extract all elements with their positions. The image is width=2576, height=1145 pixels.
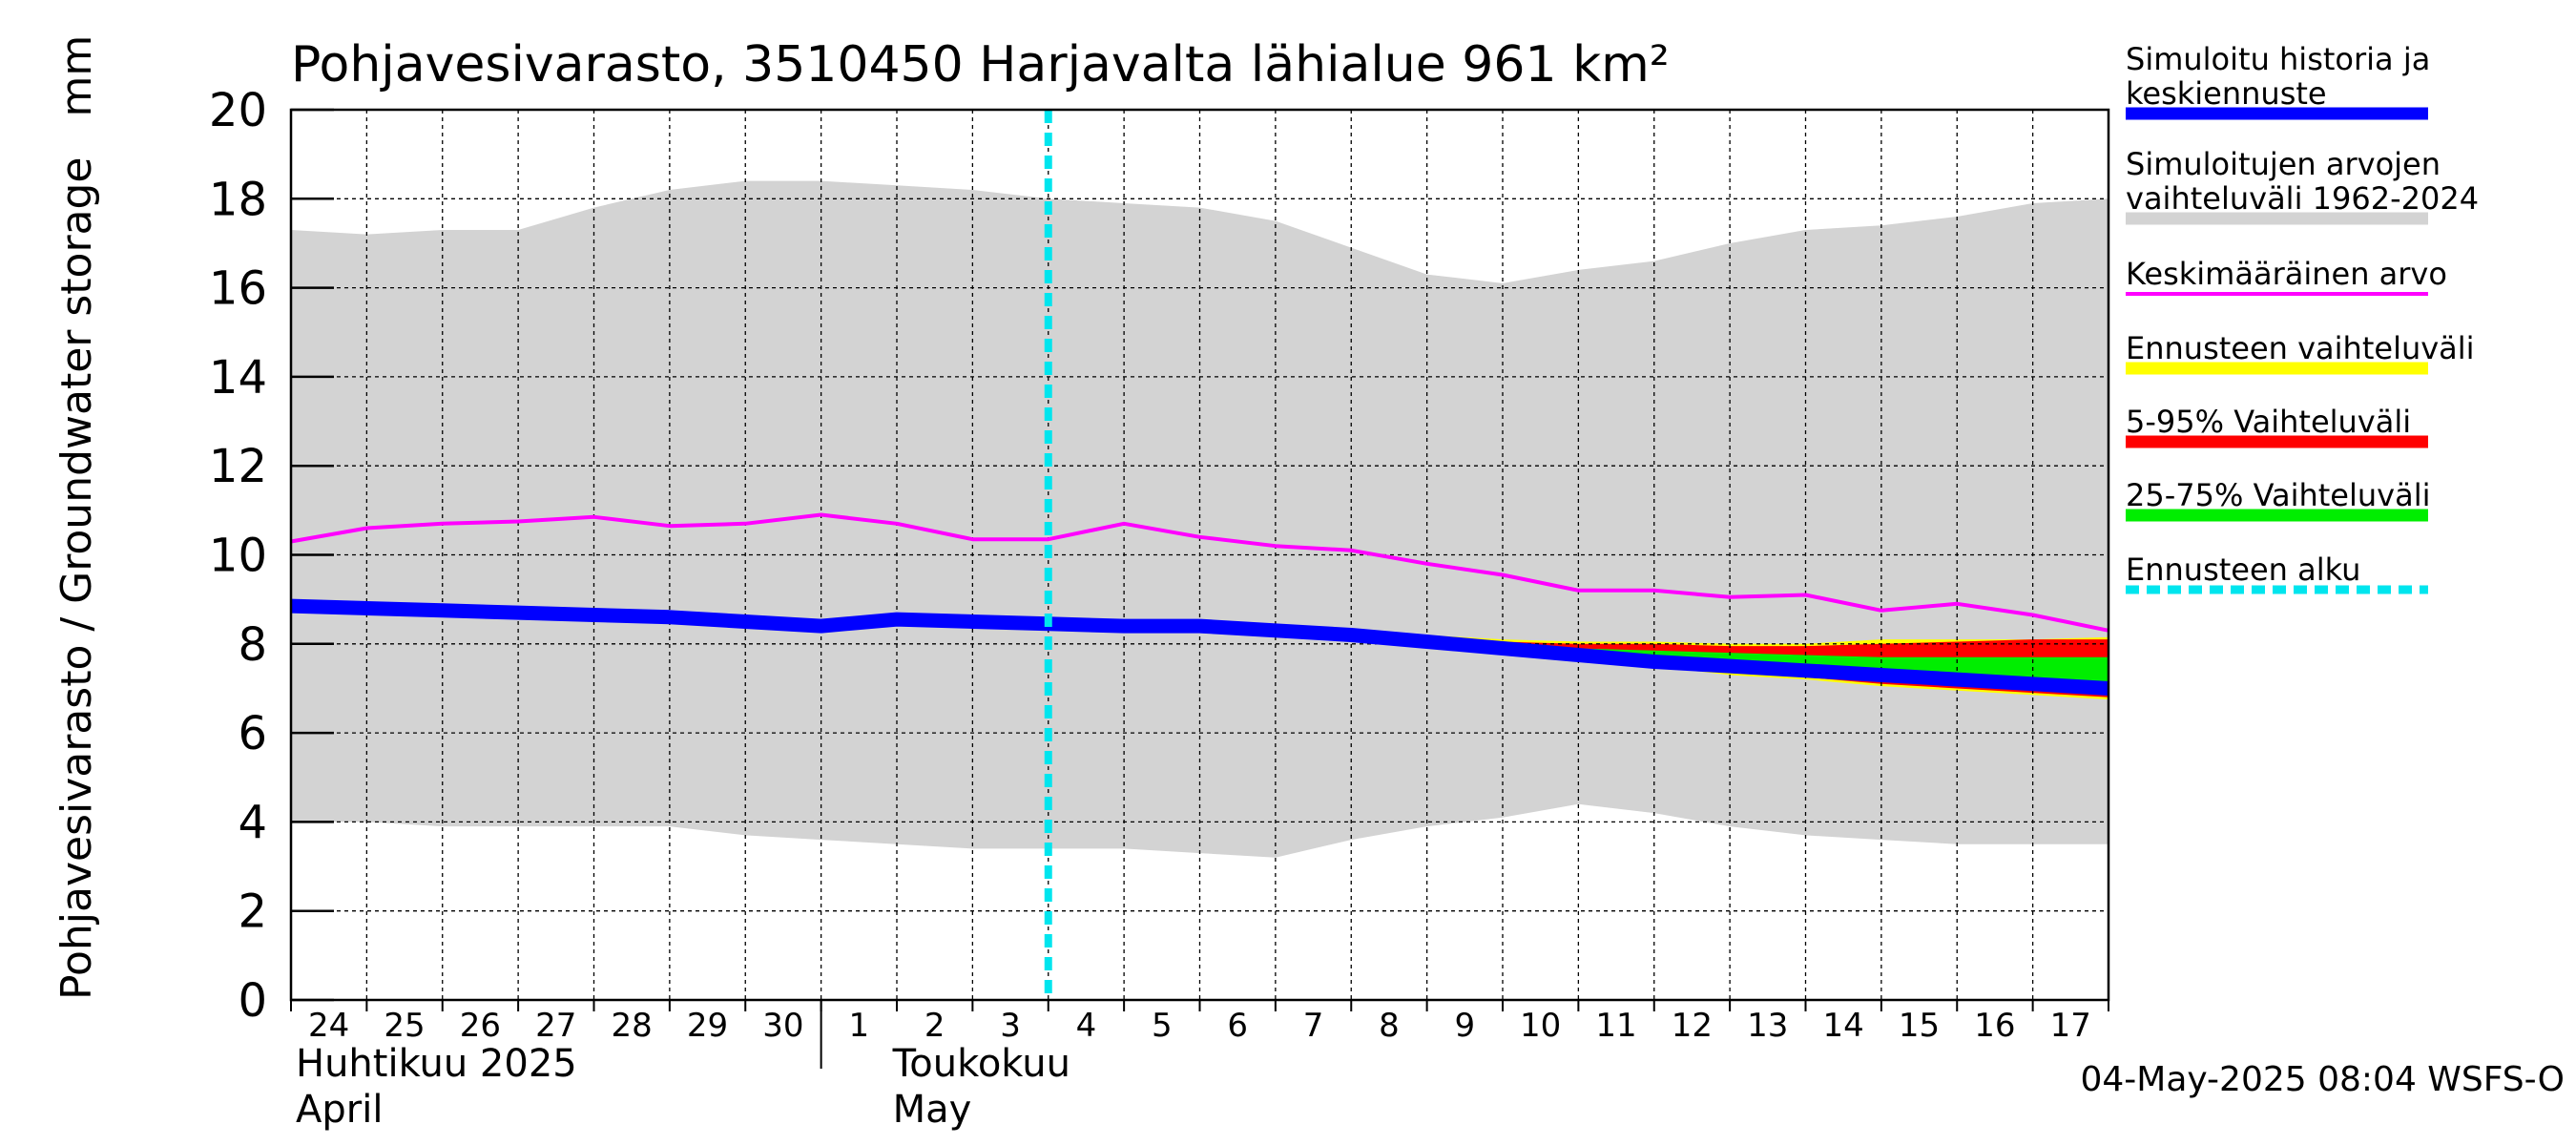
y-tick-label: 14 <box>209 351 267 405</box>
series-line-mean <box>290 512 2109 633</box>
x-day-label: 25 <box>384 1007 425 1045</box>
y-tick-label: 8 <box>238 618 267 672</box>
x-day-label: 14 <box>1823 1007 1864 1045</box>
legend-item-3: Keskimääräinen arvo <box>2126 256 2447 296</box>
y-tick-label: 20 <box>209 84 267 137</box>
x-day-label: 3 <box>1000 1007 1021 1045</box>
month-label-en: May <box>893 1088 972 1132</box>
x-day-label: 15 <box>1899 1007 1940 1045</box>
month-label-en: April <box>296 1088 383 1132</box>
legend-item-4: Ennusteen vaihteluväli <box>2126 330 2475 375</box>
legend-label: 5-95% Vaihteluväli <box>2126 404 2411 440</box>
x-day-label: 6 <box>1227 1007 1248 1045</box>
legend-label: Simuloitu historia ja <box>2126 41 2430 77</box>
y-tick-label: 10 <box>209 530 267 583</box>
series-line-simulated <box>290 598 2109 696</box>
x-day-label: 5 <box>1152 1007 1173 1045</box>
x-day-label: 7 <box>1303 1007 1324 1045</box>
legend-label: Simuloitujen arvojen <box>2126 146 2441 182</box>
legend-label: Ennusteen vaihteluväli <box>2126 330 2475 366</box>
month-label-fi: Huhtikuu 2025 <box>296 1042 577 1086</box>
x-day-label: 27 <box>535 1007 576 1045</box>
x-day-label: 11 <box>1595 1007 1636 1045</box>
y-tick-label: 4 <box>238 796 267 849</box>
x-day-label: 9 <box>1454 1007 1475 1045</box>
legend-label: vaihteluväli 1962-2024 <box>2126 180 2479 217</box>
y-tick-label: 2 <box>238 885 267 939</box>
y-tick-label: 0 <box>238 974 267 1028</box>
legend-label: 25-75% Vaihteluväli <box>2126 477 2430 513</box>
y-tick-label: 12 <box>209 440 267 493</box>
x-day-label: 8 <box>1379 1007 1400 1045</box>
legend-item-7: Ennusteen alku <box>2126 552 2428 594</box>
x-day-label: 24 <box>308 1007 349 1045</box>
x-day-label: 4 <box>1076 1007 1097 1045</box>
x-day-label: 30 <box>762 1007 803 1045</box>
x-day-label: 1 <box>848 1007 869 1045</box>
legend-label: Keskimääräinen arvo <box>2126 256 2447 292</box>
y-tick-label: 16 <box>209 262 267 316</box>
legend-label: Ennusteen alku <box>2126 552 2360 588</box>
grid <box>291 110 2109 1000</box>
month-label-fi: Toukokuu <box>892 1042 1070 1086</box>
legend-item-5: 5-95% Vaihteluväli <box>2126 404 2428 448</box>
x-day-label: 29 <box>687 1007 728 1045</box>
legend-label: keskiennuste <box>2126 75 2327 112</box>
x-day-label: 12 <box>1672 1007 1713 1045</box>
x-day-label: 16 <box>1974 1007 2015 1045</box>
footer-timestamp: 04-May-2025 08:04 WSFS-O <box>2080 1060 2565 1099</box>
chart-title: Pohjavesivarasto, 3510450 Harjavalta läh… <box>291 36 1670 94</box>
y-tick-label: 6 <box>238 707 267 760</box>
legend-item-6: 25-75% Vaihteluväli <box>2126 477 2430 522</box>
legend: Simuloitu historia jakeskiennusteSimuloi… <box>2126 41 2479 594</box>
x-day-label: 2 <box>924 1007 945 1045</box>
x-day-label: 28 <box>612 1007 653 1045</box>
x-day-label: 13 <box>1747 1007 1788 1045</box>
y-tick-label: 18 <box>209 173 267 226</box>
y-axis-label: Pohjavesivarasto / Groundwater storage m… <box>52 35 101 1000</box>
x-day-label: 17 <box>2050 1007 2091 1045</box>
x-day-label: 26 <box>460 1007 501 1045</box>
plot-area <box>290 110 2109 1000</box>
x-day-label: 10 <box>1520 1007 1561 1045</box>
